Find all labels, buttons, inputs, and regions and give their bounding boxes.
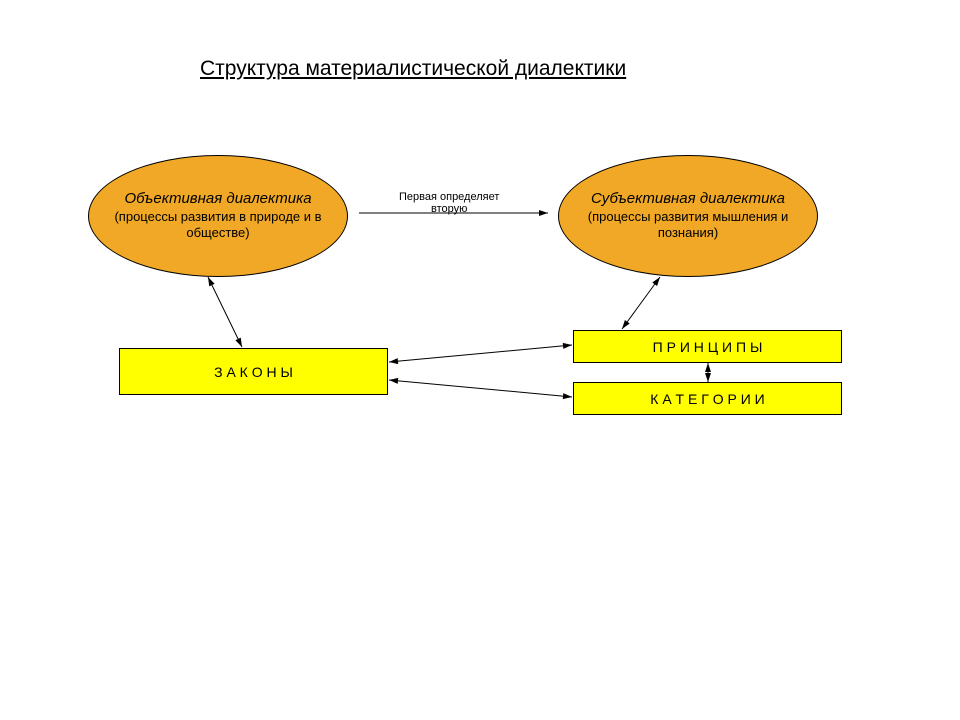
node-label: П Р И Н Ц И П Ы (653, 339, 763, 355)
node-label: К А Т Е Г О Р И И (650, 391, 764, 407)
node-subtitle: (процессы развития мышления и познания) (577, 209, 799, 242)
node-title: Субъективная диалектика (577, 190, 799, 209)
node-title: Объективная диалектика (107, 190, 329, 209)
node-label: З А К О Н Ы (214, 364, 293, 380)
edge-label-first-determines-second: Первая определяет вторую (399, 191, 499, 215)
node-subjective-dialectic: Субъективная диалектика (процессы развит… (558, 155, 818, 277)
node-subtitle: (процессы развития в природе и в обществ… (107, 209, 329, 242)
edge-label-line1: Первая определяет (399, 191, 499, 203)
node-principles: П Р И Н Ц И П Ы (573, 330, 842, 363)
node-laws: З А К О Н Ы (119, 348, 388, 395)
diagram-stage: Структура материалистической диалектики … (0, 0, 960, 720)
node-objective-dialectic: Объективная диалектика (процессы развити… (88, 155, 348, 277)
node-categories: К А Т Е Г О Р И И (573, 382, 842, 415)
diagram-title: Структура материалистической диалектики (200, 57, 626, 81)
edge-label-line2: вторую (399, 203, 499, 215)
